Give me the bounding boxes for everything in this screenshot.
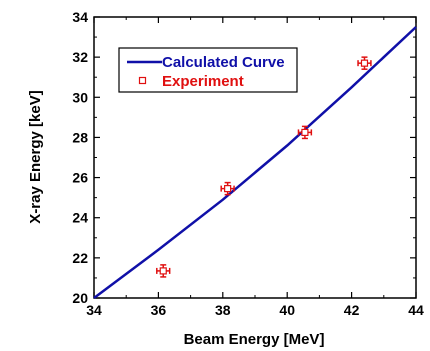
y-tick-label: 28 <box>72 129 88 145</box>
y-tick-label: 20 <box>72 290 88 306</box>
x-tick-label: 42 <box>344 302 360 318</box>
series-layer <box>93 26 417 300</box>
y-tick-label: 34 <box>72 9 88 25</box>
x-axis-title: Beam Energy [MeV] <box>184 331 325 348</box>
experiment-point <box>357 56 372 70</box>
x-tick-label: 38 <box>215 302 231 318</box>
legend-label-experiment: Experiment <box>162 73 244 90</box>
experiment-marker <box>224 185 232 193</box>
calculated-curve-line <box>93 26 417 300</box>
y-tick-label: 24 <box>72 210 88 226</box>
x-tick-label: 44 <box>408 302 424 318</box>
experiment-point <box>297 125 313 140</box>
legend-box <box>118 47 298 93</box>
experiment-marker <box>159 267 167 275</box>
experiment-point <box>156 264 171 278</box>
axis-ticks <box>93 16 417 299</box>
legend: Calculated Curve Experiment <box>118 47 298 93</box>
x-tick-label: 36 <box>151 302 167 318</box>
experiment-marker <box>360 59 369 67</box>
experiment-point <box>220 181 235 196</box>
legend-label-calculated: Calculated Curve <box>162 54 285 71</box>
y-tick-label: 32 <box>72 49 88 65</box>
legend-marker-swatch <box>138 76 147 85</box>
tick-labels: 34 36 38 40 42 44 20 22 24 26 28 30 32 34 <box>72 9 424 318</box>
y-tick-label: 22 <box>72 250 88 266</box>
x-tick-label: 34 <box>86 302 102 318</box>
experiment-marker <box>301 128 309 137</box>
y-tick-label: 26 <box>72 170 88 186</box>
y-axis-title: X-ray Energy [keV] <box>27 90 44 223</box>
y-tick-label: 30 <box>72 89 88 105</box>
x-tick-label: 40 <box>279 302 295 318</box>
